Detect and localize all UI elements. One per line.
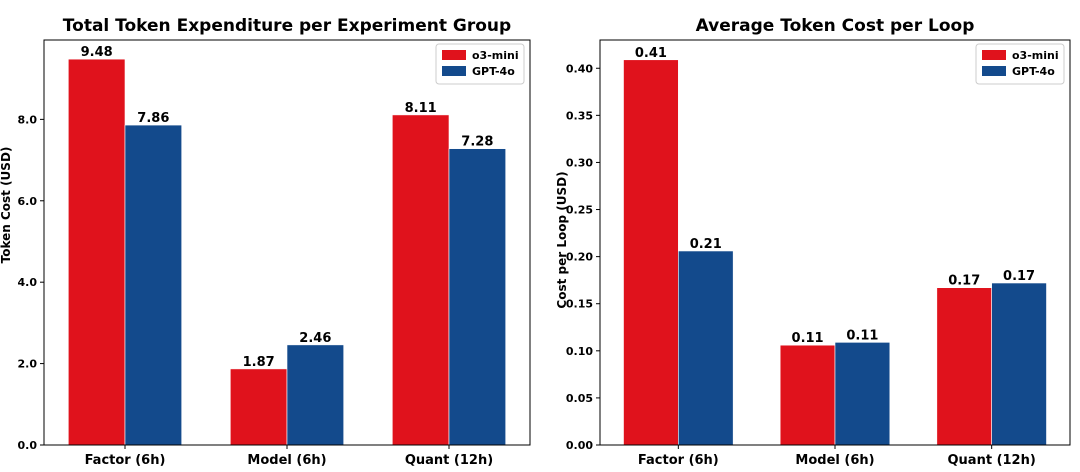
chart-title: Average Token Cost per Loop: [696, 16, 975, 36]
y-tick-label: 6.0: [18, 195, 38, 208]
bar-o3-mini-1: [623, 59, 679, 446]
bar-o3-mini-2: [230, 368, 288, 446]
y-tick-label: 0.15: [566, 298, 593, 311]
y-tick-label: 0.05: [566, 392, 593, 405]
bar-gpt-4o-3: [991, 282, 1047, 446]
bar-value-label: 0.11: [846, 328, 878, 343]
legend-label: GPT-4o: [472, 65, 515, 78]
x-tick-label: Model (6h): [247, 453, 326, 468]
bar-value-label: 2.46: [299, 331, 331, 346]
legend-swatch-gpt-4o: [982, 66, 1006, 76]
bar-gpt-4o-3: [448, 148, 507, 446]
y-tick-label: 0.00: [566, 439, 593, 452]
y-tick-label: 0.20: [566, 251, 593, 264]
y-axis-label: Token Cost (USD): [0, 147, 13, 264]
y-tick-label: 4.0: [18, 276, 38, 289]
bar-value-label: 0.17: [1003, 269, 1035, 284]
y-tick-label: 0.40: [566, 62, 593, 75]
legend-swatch-o3-mini: [442, 50, 466, 60]
x-tick-label: Factor (6h): [85, 453, 166, 468]
bar-value-label: 9.48: [81, 45, 113, 60]
y-tick-label: 8.0: [18, 113, 38, 126]
bar-value-label: 7.28: [461, 135, 493, 150]
y-tick-label: 2.0: [18, 358, 38, 371]
plot-frame: [43, 39, 531, 446]
y-tick-label: 0.0: [18, 439, 38, 452]
bar-value-label: 8.11: [405, 101, 437, 116]
bar-value-label: 0.17: [948, 274, 980, 289]
chart-panel-2: Average Token Cost per Loop Cost per Loop…: [555, 16, 1071, 468]
bar-value-label: 7.86: [137, 111, 169, 126]
x-tick-label: Model (6h): [795, 453, 874, 468]
bar-gpt-4o-1: [124, 124, 183, 446]
bar-value-label: 0.11: [792, 331, 824, 346]
bar-o3-mini-2: [779, 344, 836, 446]
bar-gpt-4o-2: [834, 342, 891, 446]
x-tick-label: Quant (12h): [948, 453, 1036, 468]
legend-label: o3-mini: [472, 49, 519, 62]
bar-value-label: 0.21: [690, 237, 722, 252]
y-tick-label: 0.30: [566, 156, 593, 169]
y-axis-label: Cost per Loop (USD): [555, 171, 569, 308]
legend-label: o3-mini: [1012, 49, 1059, 62]
bar-gpt-4o-2: [286, 344, 345, 446]
chart-panel-1: Total Token Expenditure per Experiment G…: [0, 16, 531, 468]
y-tick-label: 0.25: [566, 204, 593, 217]
y-tick-label: 0.35: [566, 109, 593, 122]
y-tick-label: 0.10: [566, 345, 593, 358]
x-tick-label: Factor (6h): [638, 453, 719, 468]
bar-o3-mini-1: [68, 58, 126, 446]
legend: o3-mini GPT-4o: [435, 43, 525, 85]
legend-label: GPT-4o: [1012, 65, 1055, 78]
x-tick-label: Quant (12h): [405, 453, 493, 468]
bar-value-label: 1.87: [243, 355, 275, 370]
legend-swatch-gpt-4o: [442, 66, 466, 76]
legend: o3-mini GPT-4o: [975, 43, 1065, 85]
bar-value-label: 0.41: [635, 46, 667, 61]
bar-gpt-4o-1: [678, 250, 734, 446]
bar-o3-mini-3: [936, 287, 992, 446]
chart-title: Total Token Expenditure per Experiment G…: [63, 16, 511, 36]
plot-frame: [599, 39, 1071, 446]
legend-swatch-o3-mini: [982, 50, 1006, 60]
bar-o3-mini-3: [391, 114, 450, 446]
